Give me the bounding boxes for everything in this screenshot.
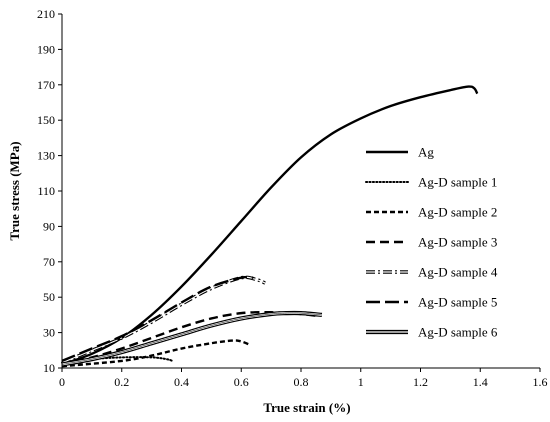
legend-label: Ag-D sample 3 bbox=[418, 235, 497, 250]
x-axis-title: True strain (%) bbox=[263, 400, 350, 415]
legend-label: Ag-D sample 6 bbox=[418, 325, 498, 340]
y-tick-label: 130 bbox=[37, 149, 55, 163]
legend-item: Ag-D sample 6 bbox=[366, 325, 498, 340]
x-tick-label: 0.4 bbox=[174, 375, 189, 389]
series-6 bbox=[61, 275, 254, 363]
y-tick-label: 70 bbox=[43, 255, 55, 269]
y-tick-label: 50 bbox=[43, 290, 55, 304]
x-tick-label: 1 bbox=[358, 375, 364, 389]
legend-item: Ag-D sample 4 bbox=[366, 265, 498, 280]
legend-label: Ag-D sample 2 bbox=[418, 205, 497, 220]
x-tick-label: 0.2 bbox=[114, 375, 129, 389]
y-tick-label: 150 bbox=[37, 113, 55, 127]
legend-item: Ag-D sample 2 bbox=[366, 205, 497, 220]
series-line bbox=[61, 85, 479, 366]
series-3 bbox=[61, 339, 251, 368]
y-tick-label: 10 bbox=[43, 361, 55, 375]
x-tick-label: 1.2 bbox=[413, 375, 428, 389]
series-line bbox=[61, 312, 322, 366]
legend: Ag Ag-D sample 1 Ag-D sample 2 Ag-D sample … bbox=[365, 145, 498, 340]
legend-item: Ag-D sample 5 bbox=[366, 295, 497, 310]
y-tick-label: 90 bbox=[43, 219, 55, 233]
legend-item: Ag-D sample 1 bbox=[365, 175, 497, 190]
y-tick-label: 210 bbox=[37, 7, 55, 21]
series-line bbox=[61, 339, 251, 368]
x-tick-label: 1.6 bbox=[533, 375, 548, 389]
y-tick-label: 190 bbox=[37, 42, 55, 56]
y-axis-title: True stress (MPa) bbox=[7, 141, 22, 240]
series-line bbox=[61, 275, 254, 363]
y-tick-label: 30 bbox=[43, 326, 55, 340]
legend-label: Ag bbox=[418, 145, 434, 160]
legend-label: Ag-D sample 1 bbox=[418, 175, 497, 190]
x-tick-label: 0.6 bbox=[234, 375, 249, 389]
series-7 bbox=[61, 310, 323, 367]
legend-label: Ag-D sample 4 bbox=[418, 265, 498, 280]
series-1 bbox=[61, 85, 479, 366]
legend-item: Ag bbox=[366, 145, 434, 160]
y-tick-label: 110 bbox=[37, 184, 55, 198]
legend-label: Ag-D sample 5 bbox=[418, 295, 497, 310]
x-tick-label: 0 bbox=[59, 375, 65, 389]
series-line bbox=[61, 312, 322, 365]
x-tick-label: 1.4 bbox=[473, 375, 488, 389]
y-tick-label: 170 bbox=[37, 78, 55, 92]
x-tick-label: 0.8 bbox=[294, 375, 309, 389]
legend-item: Ag-D sample 3 bbox=[366, 235, 497, 250]
